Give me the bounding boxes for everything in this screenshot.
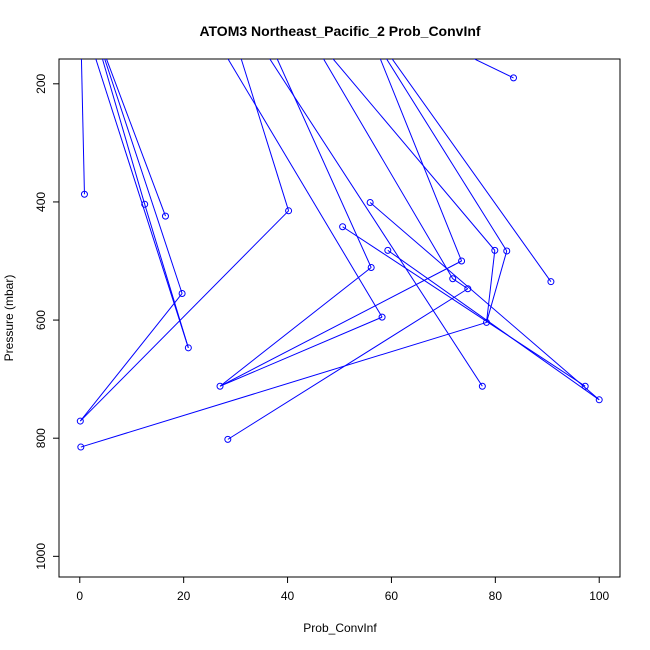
y-tick-label: 800 (34, 428, 48, 448)
y-axis-label: Pressure (mbar) (2, 275, 16, 362)
x-tick-label: 20 (177, 589, 191, 603)
data-point (216, 382, 224, 390)
plot-area (76, 59, 603, 451)
series-line-segment (80, 321, 487, 448)
data-point (384, 246, 392, 254)
data-point (491, 246, 499, 254)
y-tick-label: 400 (34, 192, 48, 212)
x-tick-label: 60 (385, 589, 399, 603)
series-line-segment (79, 210, 289, 422)
data-point (510, 74, 518, 82)
series-line-segment (227, 59, 383, 318)
x-axis: 0 20 40 60 80 100 (76, 577, 610, 603)
series-line-segment (391, 59, 552, 282)
series-line-segment (369, 202, 600, 401)
series-line-segment (486, 250, 508, 323)
y-tick-label: 1000 (34, 543, 48, 570)
data-point (367, 263, 375, 271)
series-line-segment (144, 204, 189, 348)
series-line-segment (269, 59, 483, 387)
series-line-segment (105, 59, 166, 217)
data-point (464, 285, 472, 293)
series-line-segment (386, 59, 508, 252)
x-tick-label: 80 (489, 589, 503, 603)
x-tick-label: 100 (589, 589, 609, 603)
series-line-segment (219, 316, 383, 387)
data-point (483, 318, 491, 326)
data-point (161, 212, 169, 220)
series-line-segment (219, 267, 372, 387)
x-tick-label: 40 (281, 589, 295, 603)
data-point (366, 199, 374, 207)
data-point (178, 289, 186, 297)
series-line-segment (227, 288, 469, 440)
data-point (76, 417, 84, 425)
data-point (478, 382, 486, 390)
y-tick-label: 600 (34, 310, 48, 330)
series-line-segment (387, 249, 600, 401)
series-line-segment (101, 59, 146, 205)
data-point (503, 247, 511, 255)
y-axis: 200 400 600 800 1000 (34, 73, 59, 570)
data-point (285, 207, 293, 215)
series-line-segment (322, 59, 454, 279)
data-point (77, 443, 85, 451)
x-axis-label: Prob_ConvInf (303, 621, 377, 635)
data-point (581, 382, 589, 390)
data-point (224, 435, 232, 443)
series-line-segment (80, 59, 85, 195)
data-point (458, 257, 466, 265)
series-line-segment (104, 59, 183, 294)
plot-frame (58, 58, 621, 578)
data-point (378, 313, 386, 321)
series-line-segment (342, 226, 586, 387)
x-tick-label: 0 (76, 589, 83, 603)
data-point (80, 190, 88, 198)
series-line-segment (486, 250, 496, 323)
series-line-segment (95, 59, 189, 348)
series-line-segment (379, 59, 463, 262)
chart-title: ATOM3 Northeast_Pacific_2 Prob_ConvInf (199, 23, 480, 39)
series-line-segment (240, 59, 290, 211)
series-line-segment (219, 260, 462, 387)
series-line-segment (473, 59, 514, 79)
series-line-segment (276, 59, 372, 268)
data-point (339, 223, 347, 231)
series-line-segment (332, 59, 496, 251)
data-point (184, 344, 192, 352)
data-point (547, 278, 555, 286)
data-point (595, 396, 603, 404)
data-point (449, 275, 457, 283)
y-tick-label: 200 (34, 73, 48, 93)
series-line-segment (79, 293, 183, 422)
data-point (141, 200, 149, 208)
